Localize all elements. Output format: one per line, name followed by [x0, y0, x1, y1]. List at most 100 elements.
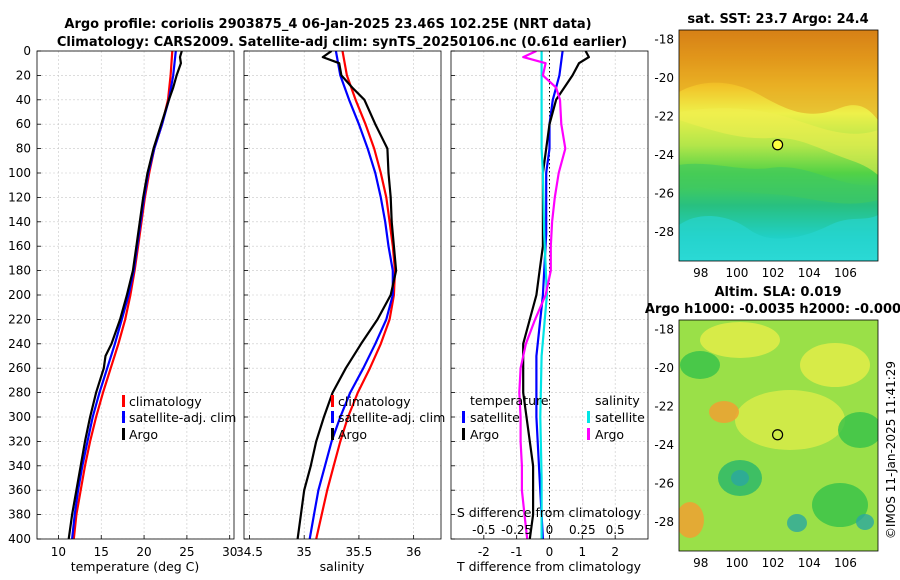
sla-green-blob — [838, 412, 878, 448]
depth-tick-label: 180 — [8, 264, 31, 278]
legend-label-s-satellite: satellite — [595, 410, 645, 425]
legend-swatch-t-argo — [462, 428, 465, 440]
sst-yellow-band — [679, 108, 878, 175]
sla-map-ytick-label: -28 — [654, 515, 674, 529]
series-line-temperature-argo — [522, 51, 591, 539]
sla-map-title-line1: Altim. SLA: 0.019 — [715, 285, 842, 300]
sla-yellow-blob — [700, 322, 780, 358]
legend-swatch-satellite — [331, 411, 334, 423]
series-line-temperature-satellite — [535, 51, 564, 539]
legend-swatch-argo — [331, 428, 334, 440]
sla-map-xtick-label: 100 — [725, 556, 748, 570]
sla-teal-blob — [856, 514, 874, 530]
sla-map-xtick-label: 102 — [762, 556, 785, 570]
difference-xtick-label: 0 — [546, 545, 554, 559]
legend-label-satellite: satellite-adj. clim — [129, 410, 236, 425]
legend-label-climatology: climatology — [129, 394, 202, 409]
figure-title-line1: Argo profile: coriolis 2903875_4 06-Jan-… — [64, 17, 591, 32]
s-xtick-label: 0 — [546, 523, 554, 537]
sst-argo-marker — [771, 139, 784, 151]
sla-orange-blob — [709, 401, 739, 423]
temperature-profile-panel — [37, 51, 234, 539]
sst-map-frame — [678, 29, 879, 262]
temperature-xtick-label: 15 — [94, 545, 109, 559]
difference-xtick-label: 2 — [611, 545, 619, 559]
salinity-legend: climatology satellite-adj. clim Argo — [331, 394, 445, 442]
sla-map-ytick-label: -18 — [654, 323, 674, 337]
depth-tick-label: 200 — [8, 288, 31, 302]
sla-map-ytick-label: -20 — [654, 361, 674, 375]
sst-map-ytick-label: -20 — [654, 71, 674, 85]
sla-teal-blob — [731, 470, 749, 486]
depth-tick-label: 40 — [16, 93, 31, 107]
salinity-xtick-label: 35 — [297, 545, 312, 559]
sst-cyan-patch — [679, 215, 878, 261]
sla-map-frame — [678, 319, 879, 552]
depth-tick-label: 20 — [16, 68, 31, 82]
depth-tick-label: 400 — [8, 532, 31, 546]
axes-layer: 10 15 20 25 30020406080100120140160180200220… — [8, 33, 857, 570]
depth-tick-label: 160 — [8, 239, 31, 253]
sst-map-title: sat. SST: 23.7 Argo: 24.4 — [687, 12, 868, 27]
sst-warm-tongue — [679, 30, 878, 120]
salinity-xtick-label: 35.5 — [346, 545, 373, 559]
temperature-xtick-label: 30 — [222, 545, 237, 559]
sst-map-ytick-label: -24 — [654, 148, 674, 162]
sst-map-ytick-label: -18 — [654, 33, 674, 47]
depth-tick-label: 240 — [8, 337, 31, 351]
sla-map-ytick-label: -24 — [654, 438, 674, 452]
difference-xlabel: T difference from climatology — [456, 559, 642, 574]
sst-map — [679, 30, 878, 261]
series-line-salinity-satellite — [539, 51, 549, 539]
salinity-profile-panel — [244, 51, 441, 539]
sla-map-ytick-label: -26 — [654, 477, 674, 491]
salinity-xtick-label: 36 — [406, 545, 421, 559]
difference-xtick-label: 1 — [579, 545, 587, 559]
sst-map-xtick-label: 102 — [762, 266, 785, 280]
difference-secondary-label: S difference from climatology — [457, 505, 642, 520]
salinity-xtick-label: 34.5 — [236, 545, 263, 559]
sla-yellow-blob — [735, 390, 845, 450]
depth-tick-label: 340 — [8, 459, 31, 473]
depth-tick-label: 60 — [16, 117, 31, 131]
difference-xtick-label: -2 — [478, 545, 490, 559]
sst-map-ytick-label: -22 — [654, 110, 674, 124]
temperature-xtick-label: 25 — [179, 545, 194, 559]
depth-tick-label: 220 — [8, 312, 31, 326]
sla-map-xtick-label: 104 — [798, 556, 821, 570]
salinity-xlabel: salinity — [320, 559, 365, 574]
legend-swatch-s-satellite — [587, 411, 590, 423]
sla-map-ytick-label: -22 — [654, 400, 674, 414]
sla-green-blob — [680, 351, 720, 379]
depth-tick-label: 260 — [8, 361, 31, 375]
difference-xtick-label: -1 — [511, 545, 523, 559]
sla-map — [679, 320, 878, 551]
depth-tick-label: 380 — [8, 508, 31, 522]
s-xtick-label: -0.25 — [501, 523, 532, 537]
depth-tick-label: 120 — [8, 190, 31, 204]
series-line-argo — [296, 51, 398, 539]
legend-label-t-argo: Argo — [470, 427, 499, 442]
s-xtick-label: 0.5 — [606, 523, 625, 537]
series-line-satellite-adj-clim — [308, 51, 394, 539]
legend-swatch-climatology — [331, 395, 334, 407]
difference-legend-salinity: salinity satellite Argo — [587, 393, 645, 442]
legend-title-salinity: salinity — [595, 393, 640, 408]
legend-label-s-argo: Argo — [595, 427, 624, 442]
temperature-xlabel: temperature (deg C) — [71, 559, 200, 574]
sst-map-xtick-label: 100 — [725, 266, 748, 280]
depth-tick-label: 80 — [16, 142, 31, 156]
legend-label-argo: Argo — [129, 427, 158, 442]
legend-swatch-t-satellite — [462, 411, 465, 423]
difference-profile-panel — [451, 51, 648, 539]
sla-map-xtick-label: 98 — [693, 556, 708, 570]
series-line-argo — [67, 51, 183, 539]
sla-map-xtick-label: 106 — [834, 556, 857, 570]
legend-swatch-argo — [122, 428, 125, 440]
imos-credit: ©IMOS 11-Jan-2025 11:41:29 — [884, 361, 898, 539]
legend-label-t-satellite: satellite — [470, 410, 520, 425]
legend-label-satellite: satellite-adj. clim — [338, 410, 445, 425]
difference-legend-temperature: temperature satellite Argo — [462, 393, 549, 442]
depth-tick-label: 360 — [8, 483, 31, 497]
